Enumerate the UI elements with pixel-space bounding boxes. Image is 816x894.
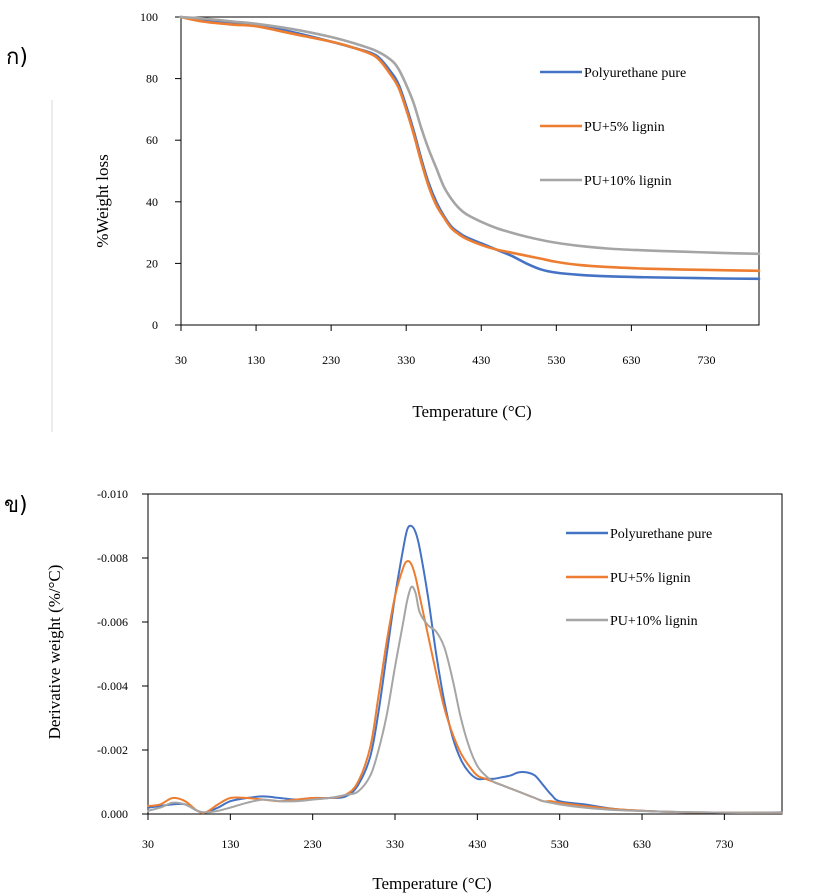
panel-a-legend-label-polyurethane-pure: Polyurethane pure (584, 66, 686, 81)
panel-b-legend-label-pu-5-lignin: PU+5% lignin (610, 571, 691, 586)
panel-a-y-tick-label: 20 (146, 256, 158, 270)
panel-a-legend: Polyurethane pure PU+5% lignin PU+10% lign… (540, 66, 686, 189)
panel-b-legend: Polyurethane pure PU+5% lignin PU+10% lign… (566, 527, 712, 629)
panel-b-legend-label-pu-10-lignin: PU+10% lignin (610, 614, 698, 629)
panel-a-legend-label-pu-10-lignin: PU+10% lignin (584, 174, 672, 189)
panel-a-x-axis-title: Temperature (°C) (412, 402, 531, 421)
panel-a-series (179, 15, 761, 281)
panel-b-y-ticks: 0.000 -0.002 -0.004 -0.006 -0.008 -0.010 (97, 487, 148, 821)
panel-a-y-tick-label: 0 (152, 318, 158, 332)
panel-a-y-ticks: 0 20 40 60 80 100 (140, 10, 181, 332)
panel-a-y-tick-label: 60 (146, 133, 158, 147)
panel-b-y-tick-label: -0.002 (97, 743, 128, 757)
panel-a-x-tick-label: 230 (322, 353, 340, 367)
panel-b-x-tick-label: 230 (304, 837, 322, 851)
panel-b-chart: ข) 30 130 230 330 430 530 630 730 0.000 -0.002 -0… (4, 487, 783, 893)
panel-b-y-tick-label: -0.004 (97, 679, 128, 693)
panel-a-plot-frame (180, 16, 760, 326)
panel-a-x-tick-label: 430 (472, 353, 490, 367)
panel-a-y-tick-label: 40 (146, 195, 158, 209)
panel-b-x-tick-label: 130 (221, 837, 239, 851)
panel-b-x-tick-label: 630 (633, 837, 651, 851)
panel-b-x-tick-label: 730 (715, 837, 733, 851)
panel-b-y-tick-label: -0.006 (97, 615, 128, 629)
panel-a-x-tick-label: 130 (247, 353, 265, 367)
panel-b-x-tick-label: 330 (386, 837, 404, 851)
panel-b-plot-frame (147, 493, 783, 815)
panel-a-chart: ก) 30 130 230 330 430 530 630 730 020406080100 … (6, 10, 761, 421)
panel-a-x-tick-label: 530 (547, 353, 565, 367)
panel-a-series-pu-5-lignin (179, 15, 761, 273)
panel-b-x-ticks: 30 130 230 330 430 530 630 730 (142, 814, 733, 851)
panel-a-x-tick-label: 30 (175, 353, 187, 367)
panel-a-y-tick-label: 100 (140, 10, 158, 24)
panel-b-x-axis-title: Temperature (°C) (372, 874, 491, 893)
panel-b-x-tick-label: 430 (468, 837, 486, 851)
panel-b-legend-label-polyurethane-pure: Polyurethane pure (610, 527, 712, 542)
panel-a-x-tick-label: 330 (397, 353, 415, 367)
panel-a-series-pu-10-lignin (179, 15, 761, 256)
panel-a-y-axis-title: %Weight loss (93, 154, 112, 248)
panel-b-y-axis-title: Derivative weight (%/°C) (45, 565, 64, 740)
panel-a-x-tick-label: 730 (697, 353, 715, 367)
panel-b-y-tick-label: -0.008 (97, 551, 128, 565)
panel-b-y-tick-label: -0.010 (97, 487, 128, 501)
panel-a-x-tick-label: 630 (622, 353, 640, 367)
panel-b-y-tick-label: 0.000 (101, 807, 128, 821)
panel-a-x-ticks: 30 130 230 330 430 530 630 730 (175, 325, 715, 367)
panel-a-legend-label-pu-5-lignin: PU+5% lignin (584, 120, 665, 135)
panel-b-series (147, 524, 783, 814)
panel-b-series-pu-5-lignin (147, 560, 783, 814)
panel-b-label: ข) (4, 493, 28, 518)
panel-b-series-pu-10-lignin (147, 585, 783, 814)
panel-b-x-tick-label: 530 (551, 837, 569, 851)
panel-a-y-tick-label: 80 (146, 72, 158, 86)
panel-b-series-polyurethane-pure (147, 524, 783, 814)
panel-b-x-tick-label: 30 (142, 837, 154, 851)
panel-a-label: ก) (6, 45, 28, 70)
